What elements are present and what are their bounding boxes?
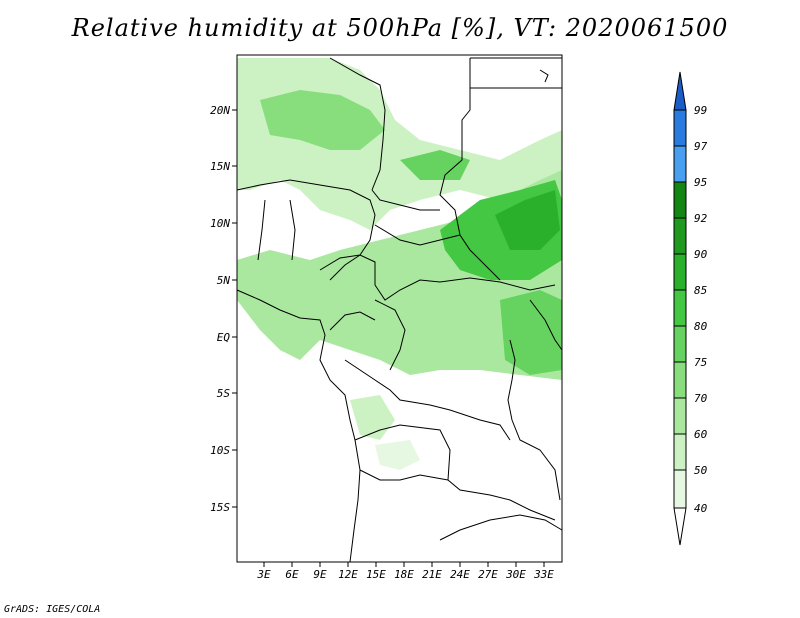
lon-label: 21E [422, 568, 442, 581]
colorbar-label: 75 [694, 356, 707, 369]
border-line [371, 189, 440, 211]
humidity-region-east-peak [495, 190, 560, 250]
lon-label: 18E [394, 568, 414, 581]
lat-label: 10S [210, 444, 230, 457]
credit-text: GrADS: IGES/COLA [4, 604, 101, 615]
colorbar-segment [673, 145, 687, 183]
colorbar-label: 80 [694, 320, 708, 333]
humidity-region-sudan [400, 150, 470, 180]
colorbar-segment [673, 217, 687, 255]
colorbar-label: 50 [694, 464, 708, 477]
lon-label: 15E [366, 568, 386, 581]
colorbar-segment [673, 397, 687, 435]
border-line [236, 179, 376, 281]
lat-label: 10N [210, 217, 230, 230]
border-line [257, 199, 266, 261]
lon-label: 6E [285, 568, 299, 581]
border-line [344, 359, 511, 441]
humidity-region-north-core [260, 90, 385, 150]
lon-label: 3E [256, 568, 271, 581]
lon-label: 33E [533, 568, 554, 581]
colorbar: 99 97 95 92 90 85 80 75 70 60 50 40 [673, 71, 708, 546]
border-line [374, 224, 461, 246]
colorbar-label: 99 [694, 104, 707, 117]
colorbar-label: 60 [694, 428, 708, 441]
colorbar-top-arrow [673, 71, 687, 111]
border-line [507, 339, 561, 501]
lat-label: EQ [217, 331, 231, 344]
border-line [439, 58, 501, 281]
colorbar-segment [673, 361, 687, 399]
humidity-region-south-2 [375, 440, 420, 470]
colorbar-label: 92 [694, 212, 708, 225]
colorbar-segment [673, 253, 687, 291]
colorbar-segment [673, 433, 687, 471]
colorbar-label: 85 [694, 284, 707, 297]
country-borders [236, 57, 563, 563]
lat-label: 15S [210, 501, 230, 514]
colorbar-segment [673, 181, 687, 219]
border-line [329, 57, 386, 191]
colorbar-label: 95 [694, 176, 707, 189]
colorbar-label: 40 [694, 502, 708, 515]
humidity-field [237, 58, 562, 470]
colorbar-segment [673, 469, 687, 509]
border-line [289, 199, 296, 261]
lat-label: 20N [210, 104, 230, 117]
lon-label: 30E [505, 568, 526, 581]
lat-label: 15N [210, 160, 230, 173]
lat-label: 5N [217, 274, 231, 287]
border-line [529, 299, 563, 351]
lon-label: 9E [313, 568, 327, 581]
lon-axis: 3E 6E 9E 12E 15E 18E 21E 24E 27E 30E 33E [256, 562, 554, 581]
border-line [354, 424, 556, 521]
lon-label: 24E [450, 568, 470, 581]
lon-label: 12E [338, 568, 358, 581]
border-line [329, 311, 376, 331]
colorbar-label: 90 [694, 248, 708, 261]
lat-axis: 20N 15N 10N 5N EQ 5S 10S 15S [210, 104, 237, 514]
humidity-region-lakes [500, 290, 562, 375]
border-line [319, 254, 556, 301]
border-line [439, 514, 563, 541]
colorbar-bottom-arrow [673, 507, 687, 546]
lon-label: 27E [478, 568, 498, 581]
border-line [359, 469, 449, 481]
border-line [374, 299, 406, 371]
chart-title: Relative humidity at 500hPa [%], VT: 202… [71, 14, 729, 42]
colorbar-segment [673, 325, 687, 363]
colorbar-segment [673, 289, 687, 327]
lat-label: 5S [217, 387, 231, 400]
colorbar-label: 70 [694, 392, 708, 405]
coastline-west [236, 289, 361, 563]
border-line [539, 69, 549, 83]
colorbar-segment [673, 109, 687, 147]
map-frame [236, 54, 563, 563]
colorbar-label: 97 [694, 140, 708, 153]
